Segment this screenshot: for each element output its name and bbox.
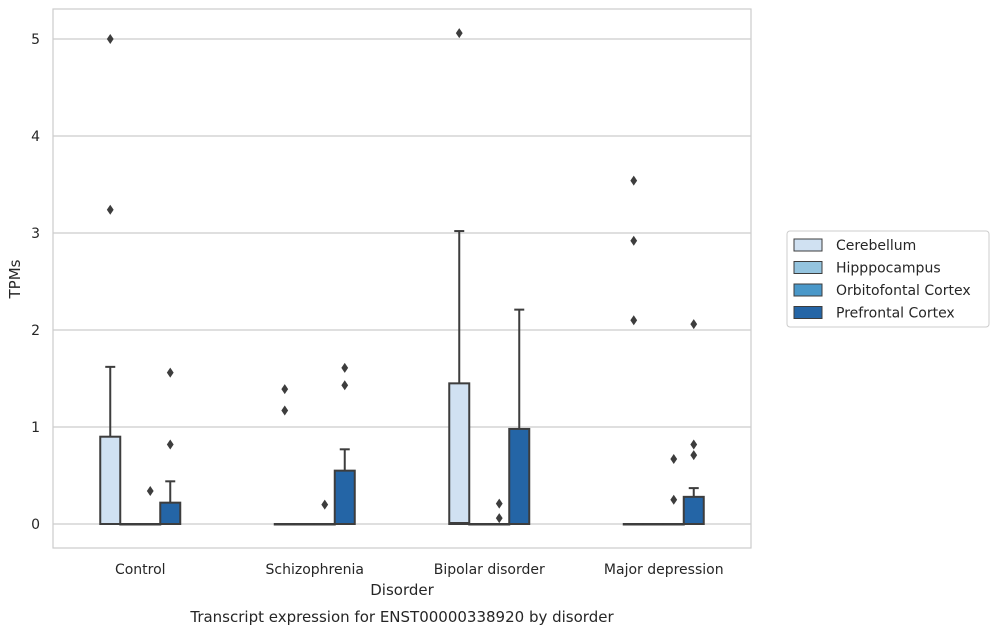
legend: Cerebellum Hipppocampus Orbitofontal Corte… [786,230,990,328]
x-tick-label: Major depression [604,562,724,578]
legend-swatch [793,238,823,252]
box-body [333,469,356,525]
y-tick-label: 3 [31,226,40,242]
box-0-1 [119,523,142,526]
legend-swatch [793,306,823,319]
box-layer [99,28,705,526]
outlier-point [166,367,174,378]
legend-label: Hipppocampus [836,261,941,277]
legend-label: Cerebellum [836,238,916,254]
box-1-2 [313,499,336,526]
outlier-point [455,28,463,39]
outlier-point [690,439,698,450]
x-tick-labels: Control Schizophrenia Bipolar disorder Majo… [115,562,724,578]
box-1-1 [293,523,316,526]
box-body [99,435,122,526]
outlier-point [495,498,503,509]
outlier-point [690,319,698,330]
box-2-1 [468,523,491,526]
plot-frame [52,8,752,549]
box-0-3 [159,367,182,526]
legend-frame [786,230,990,328]
outlier-point [281,405,289,416]
y-tick-label: 1 [31,420,40,436]
legend-swatch [793,283,823,297]
outlier-point [630,315,638,326]
x-axis-label: Disorder [370,581,434,599]
box-3-2 [662,454,685,526]
outlier-point [690,450,698,461]
box-1-3 [333,362,356,525]
outlier-point [341,380,349,391]
y-tick-label: 4 [31,129,40,145]
y-tick-label: 5 [31,32,40,48]
legend-label: Orbitofontal Cortex [836,283,971,299]
chart-caption: Transcript expression for ENST0000033892… [189,608,614,626]
box-body [159,501,182,526]
y-axis-label: TPMs [6,259,24,299]
box-1-0 [273,384,296,526]
box-2-0 [448,28,471,525]
outlier-point [106,204,114,215]
outlier-point [630,175,638,186]
box-2-2 [488,498,511,526]
outlier-point [146,486,154,497]
outlier-point [106,34,114,44]
outlier-point [670,494,678,505]
box-3-0 [622,175,645,526]
legend-swatch [793,261,823,274]
outlier-point [341,362,349,373]
box-0-2 [139,486,162,526]
x-tick-label: Bipolar disorder [434,562,545,578]
y-tick-label: 2 [31,323,40,339]
box-2-3 [508,308,531,525]
outlier-point [281,384,289,395]
outlier-point [670,454,678,465]
box-body [508,427,531,525]
grid-lines [53,38,751,525]
outlier-point [321,499,329,510]
box-3-1 [642,523,665,526]
box-3-3 [682,319,705,525]
y-tick-labels: 0 1 2 3 4 5 [31,32,40,533]
box-body [448,382,471,525]
outlier-point [495,513,503,524]
x-tick-label: Schizophrenia [266,562,364,578]
outlier-point [166,439,174,450]
box-0-0 [99,34,122,526]
legend-label: Prefrontal Cortex [836,306,955,322]
outlier-point [630,235,638,246]
box-body [682,495,705,525]
x-tick-label: Control [115,562,166,578]
y-tick-label: 0 [31,517,40,533]
